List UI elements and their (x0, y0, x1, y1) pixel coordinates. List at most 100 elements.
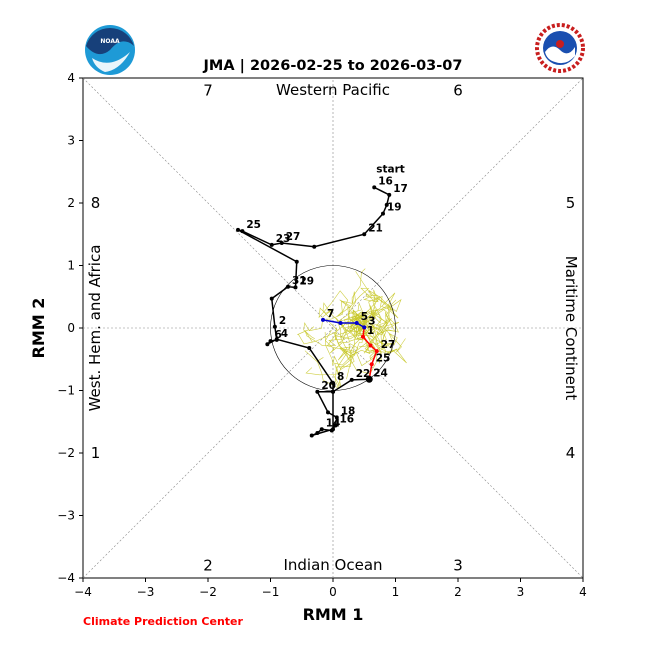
phase-number: 6 (453, 82, 463, 100)
data-point (326, 410, 330, 415)
data-point (309, 433, 314, 438)
data-point (361, 334, 365, 339)
region-label-right: Maritime Continent (562, 256, 580, 401)
x-tick-label: 2 (454, 585, 462, 599)
x-tick-label: 4 (579, 585, 587, 599)
day-label: 7 (327, 308, 334, 320)
start-label: start (376, 163, 405, 175)
y-tick-label: −2 (57, 446, 75, 460)
data-point (362, 325, 367, 330)
day-label: 29 (300, 275, 315, 287)
ensemble-trace (340, 315, 394, 353)
day-label: 25 (246, 219, 261, 231)
y-tick-label: −1 (57, 384, 75, 398)
day-label: 31 (292, 275, 307, 287)
data-point (269, 296, 274, 301)
ensemble-trace (339, 302, 367, 333)
data-point (368, 343, 373, 348)
current-position-marker (365, 375, 373, 383)
data-point (312, 244, 317, 249)
ensemble-trace (334, 324, 370, 388)
x-tick-label: −1 (262, 585, 280, 599)
phase-number: 2 (203, 557, 213, 575)
y-axis-label: RMM 2 (29, 298, 48, 359)
data-point (374, 349, 379, 354)
nws-logo-icon (535, 23, 585, 73)
y-tick-label: −3 (57, 509, 75, 523)
data-point (319, 427, 324, 432)
x-tick-label: −2 (199, 585, 217, 599)
day-label: 6 (275, 329, 282, 341)
y-tick-label: 4 (67, 71, 75, 85)
ensemble-trace (304, 333, 365, 388)
day-label: 20 (321, 380, 336, 392)
ensemble-trace (325, 268, 366, 340)
day-label: 2 (279, 315, 286, 327)
y-tick-label: −4 (57, 571, 75, 585)
ensemble-trace (349, 290, 381, 335)
x-tick-label: −3 (137, 585, 155, 599)
data-point (381, 211, 385, 216)
phase-number: 5 (566, 194, 576, 212)
day-label: 27 (381, 339, 396, 351)
y-tick-label: 0 (67, 321, 75, 335)
phase-number: 1 (91, 444, 101, 462)
day-label: 16 (378, 175, 393, 187)
data-point (354, 321, 359, 325)
region-label-top: Western Pacific (276, 81, 390, 99)
y-tick-label: 3 (67, 134, 75, 148)
day-label: 5 (361, 311, 368, 323)
chart-title: JMA | 2026-02-25 to 2026-03-07 (203, 58, 463, 74)
data-point (334, 415, 339, 420)
data-point (268, 339, 273, 344)
data-point (372, 185, 377, 190)
ensemble-forecast-traces (296, 268, 407, 388)
data-point (315, 431, 320, 435)
series-line (237, 186, 391, 437)
day-label: 21 (368, 222, 383, 234)
data-point (307, 346, 312, 350)
data-point (331, 381, 335, 385)
day-label: 24 (373, 367, 388, 379)
day-label: 1 (367, 325, 374, 337)
grid-lines (82, 77, 584, 579)
day-label: 22 (356, 368, 371, 380)
ensemble-trace (325, 330, 368, 354)
x-tick-label: 3 (517, 585, 525, 599)
noaa-logo-icon: NOAA (85, 25, 135, 75)
x-tick-label: −4 (74, 585, 92, 599)
data-point (274, 337, 279, 342)
data-point (279, 241, 284, 245)
day-label: 19 (387, 202, 402, 214)
day-label: 14 (326, 417, 341, 429)
data-point (362, 232, 367, 237)
day-label: 4 (281, 328, 288, 340)
ensemble-trace (359, 313, 398, 357)
ensemble-trace (324, 326, 365, 370)
x-axis-label: RMM 1 (303, 605, 364, 624)
day-label: 8 (337, 371, 344, 383)
data-point (331, 389, 335, 394)
ensemble-trace (304, 319, 364, 346)
day-label: 3 (368, 315, 375, 327)
data-point (369, 362, 374, 367)
data-point (293, 285, 298, 290)
x-tick-label: 0 (329, 585, 337, 599)
data-point (236, 227, 240, 232)
data-point (384, 202, 389, 207)
data-point (338, 321, 343, 325)
phase-number: 7 (203, 82, 213, 100)
region-label-left: West. Hem. and Africa (86, 245, 104, 412)
series-layer (236, 185, 392, 438)
day-label: 25 (376, 352, 391, 364)
day-label: 27 (286, 231, 301, 243)
data-point (331, 427, 335, 432)
data-point (349, 377, 354, 382)
data-point (387, 192, 392, 197)
day-label: 23 (276, 233, 291, 245)
data-point (294, 259, 299, 264)
data-point (333, 423, 338, 428)
